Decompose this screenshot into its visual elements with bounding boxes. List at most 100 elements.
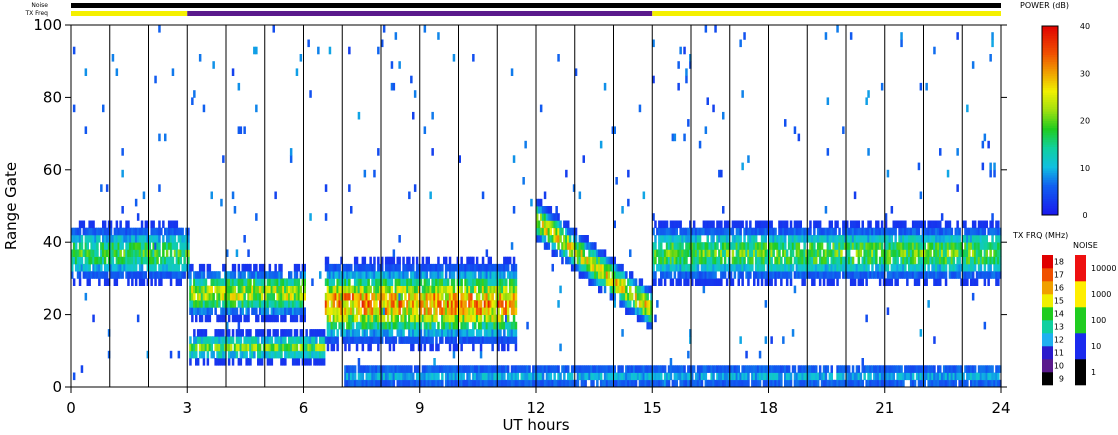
heatmap-cell — [867, 148, 870, 156]
heatmap-cell — [708, 379, 711, 388]
heatmap-cell — [578, 271, 582, 279]
heatmap-cell — [332, 307, 336, 315]
heatmap-cell — [594, 256, 597, 265]
heatmap-cell — [481, 321, 485, 330]
heatmap-cell — [195, 278, 198, 286]
heatmap-cell — [652, 39, 655, 48]
heatmap-cell — [826, 227, 830, 236]
heatmap-cell — [867, 271, 870, 279]
heatmap-cell — [260, 314, 264, 323]
heatmap-cell — [993, 263, 996, 272]
heatmap-cell — [966, 372, 969, 381]
heatmap-cell — [293, 314, 297, 323]
heatmap-cell — [474, 300, 477, 308]
heatmap-cell — [243, 263, 246, 272]
heatmap-cell — [431, 379, 434, 388]
heatmap-cell — [431, 365, 434, 373]
heatmap-cell — [565, 256, 568, 265]
heatmap-cell — [898, 235, 901, 243]
heatmap-cell — [931, 263, 934, 272]
heatmap-cell — [216, 285, 219, 294]
heatmap-cell — [423, 321, 427, 330]
heatmap-cell — [470, 307, 473, 315]
heatmap-cell — [565, 249, 568, 257]
heatmap-cell — [355, 321, 359, 330]
heatmap-cell — [423, 379, 427, 388]
heatmap-cell — [702, 256, 706, 265]
heatmap-cell — [450, 336, 454, 344]
heatmap-cell — [797, 220, 801, 229]
heatmap-cell — [886, 278, 890, 286]
heatmap-cell — [408, 329, 411, 337]
heatmap-cell — [935, 278, 938, 286]
heatmap-cell — [222, 343, 225, 352]
heatmap-cell — [592, 271, 595, 279]
heatmap-cell — [700, 227, 704, 236]
heatmap-cell — [177, 235, 181, 243]
heatmap-cell — [286, 350, 289, 359]
heatmap-cell — [222, 350, 225, 359]
heatmap-cell — [278, 343, 281, 352]
heatmap-cell — [435, 278, 438, 286]
heatmap-cell — [838, 227, 841, 236]
heatmap-cell — [214, 285, 217, 294]
heatmap-cell — [607, 379, 611, 388]
heatmap-cell — [836, 235, 839, 243]
heatmap-cell — [768, 242, 771, 250]
heatmap-cell — [390, 314, 394, 323]
heatmap-cell — [491, 314, 494, 323]
heatmap-cell — [274, 336, 277, 344]
heatmap-cell — [102, 235, 105, 243]
heatmap-cell — [125, 256, 128, 265]
heatmap-cell — [999, 227, 1002, 236]
heatmap-cell — [460, 329, 463, 337]
heatmap-cell — [818, 235, 822, 243]
heatmap-cell — [404, 278, 407, 286]
heatmap-cell — [456, 343, 460, 352]
heatmap-cell — [995, 227, 998, 236]
heatmap-cell — [491, 292, 494, 301]
heatmap-cell — [698, 271, 702, 279]
heatmap-cell — [123, 235, 126, 243]
heatmap-cell — [685, 271, 688, 279]
heatmap-cell — [340, 256, 343, 265]
heatmap-cell — [164, 271, 167, 279]
heatmap-cell — [836, 365, 839, 373]
heatmap-cell — [706, 227, 709, 236]
heatmap-cell — [390, 285, 394, 294]
heatmap-cell — [937, 271, 940, 279]
heatmap-cell — [334, 285, 337, 294]
heatmap-cell — [454, 329, 458, 337]
heatmap-cell — [460, 372, 463, 381]
heatmap-cell — [200, 329, 204, 337]
heatmap-cell — [813, 249, 816, 257]
heatmap-cell — [718, 235, 721, 243]
heatmap-cell — [466, 329, 469, 337]
heatmap-cell — [196, 329, 200, 337]
heatmap-cell — [179, 278, 182, 286]
heatmap-cell — [675, 227, 678, 236]
heatmap-cell — [710, 379, 713, 388]
heatmap-cell — [379, 321, 382, 330]
heatmap-cell — [444, 271, 448, 279]
heatmap-cell — [429, 343, 432, 352]
heatmap-cell — [154, 249, 157, 257]
heatmap-cell — [795, 256, 799, 265]
heatmap-cell — [555, 220, 558, 229]
heatmap-cell — [466, 379, 469, 388]
heatmap-cell — [134, 263, 138, 272]
heatmap-cell — [355, 314, 359, 323]
heatmap-cell — [421, 300, 425, 308]
heatmap-cell — [685, 249, 688, 257]
heatmap-cell — [435, 343, 438, 352]
heatmap-cell — [946, 242, 950, 250]
heatmap-cell — [584, 256, 587, 265]
heatmap-cell — [375, 329, 378, 337]
heatmap-cell — [665, 372, 669, 381]
heatmap-cell — [665, 235, 669, 243]
heatmap-cell — [603, 82, 607, 91]
heatmap-cell — [381, 372, 384, 381]
heatmap-cell — [404, 292, 407, 301]
heatmap-cell — [909, 372, 913, 381]
heatmap-cell — [406, 278, 409, 286]
